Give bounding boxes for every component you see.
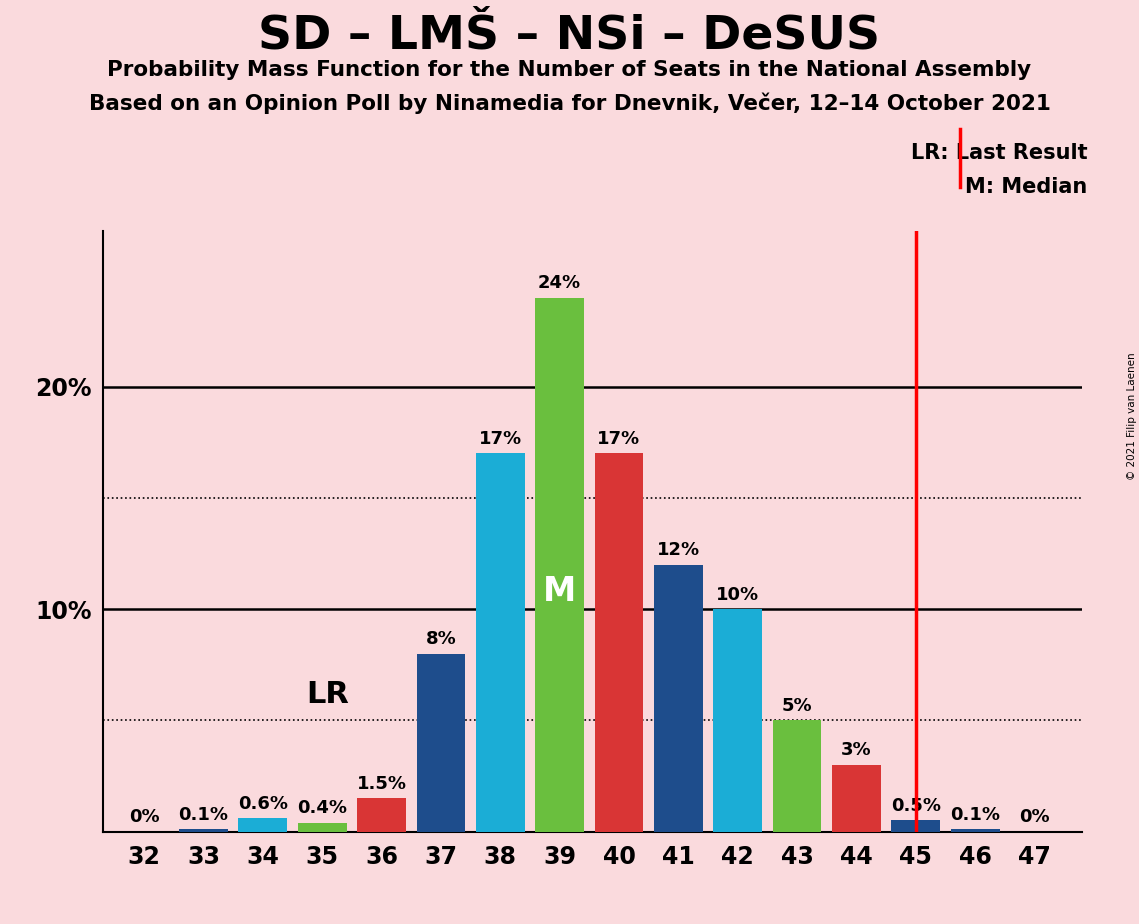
Bar xyxy=(476,454,525,832)
Text: 12%: 12% xyxy=(657,541,700,559)
Text: Probability Mass Function for the Number of Seats in the National Assembly: Probability Mass Function for the Number… xyxy=(107,60,1032,80)
Text: 24%: 24% xyxy=(538,274,581,292)
Bar xyxy=(297,822,346,832)
Text: SD – LMŠ – NSi – DeSUS: SD – LMŠ – NSi – DeSUS xyxy=(259,14,880,59)
Bar xyxy=(833,765,880,832)
Text: 10%: 10% xyxy=(716,586,760,603)
Text: 0.5%: 0.5% xyxy=(891,796,941,815)
Bar xyxy=(892,821,940,832)
Text: © 2021 Filip van Laenen: © 2021 Filip van Laenen xyxy=(1126,352,1137,480)
Bar xyxy=(417,653,465,832)
Text: 17%: 17% xyxy=(598,430,640,448)
Text: M: Median: M: Median xyxy=(966,177,1088,198)
Text: 0.6%: 0.6% xyxy=(238,795,288,813)
Bar xyxy=(654,565,703,832)
Text: M: M xyxy=(543,575,576,608)
Text: 17%: 17% xyxy=(478,430,522,448)
Bar xyxy=(951,830,1000,832)
Bar xyxy=(358,798,405,832)
Text: 0%: 0% xyxy=(1019,808,1050,826)
Text: 1.5%: 1.5% xyxy=(357,774,407,793)
Text: 0.1%: 0.1% xyxy=(950,806,1000,824)
Text: 0%: 0% xyxy=(129,808,159,826)
Bar xyxy=(179,830,228,832)
Text: 8%: 8% xyxy=(426,630,457,648)
Bar xyxy=(595,454,644,832)
Bar xyxy=(535,298,584,832)
Text: 0.1%: 0.1% xyxy=(179,806,229,824)
Bar xyxy=(713,609,762,832)
Bar xyxy=(238,819,287,832)
Text: 3%: 3% xyxy=(841,741,871,760)
Text: 5%: 5% xyxy=(781,697,812,715)
Text: 0.4%: 0.4% xyxy=(297,799,347,817)
Text: LR: LR xyxy=(306,680,350,710)
Bar xyxy=(772,721,821,832)
Text: Based on an Opinion Poll by Ninamedia for Dnevnik, Večer, 12–14 October 2021: Based on an Opinion Poll by Ninamedia fo… xyxy=(89,92,1050,114)
Text: LR: Last Result: LR: Last Result xyxy=(911,143,1088,164)
